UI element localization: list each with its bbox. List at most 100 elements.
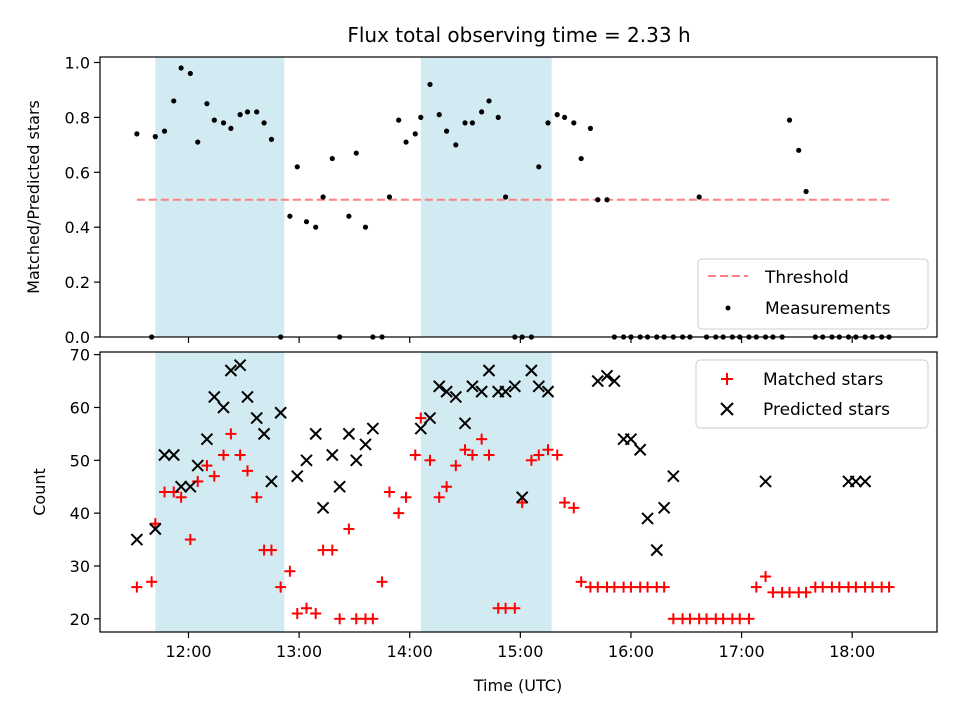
measurement-point bbox=[696, 194, 702, 200]
measurement-point bbox=[502, 194, 509, 200]
predicted-star-point bbox=[650, 543, 663, 557]
predicted-star-point bbox=[241, 390, 254, 404]
legend-threshold-label: Threshold bbox=[764, 268, 849, 288]
matched-star-point bbox=[367, 613, 379, 625]
predicted-star-point bbox=[191, 459, 204, 472]
shade-span-2 bbox=[420, 57, 552, 337]
matched-star-point bbox=[734, 613, 746, 625]
matched-star-point bbox=[241, 465, 253, 477]
legend-predicted-swatch bbox=[720, 402, 734, 416]
matched-star-point bbox=[866, 581, 878, 593]
predicted-star-point bbox=[350, 454, 363, 467]
predicted-star-point bbox=[326, 448, 339, 462]
predicted-star-point bbox=[525, 364, 538, 377]
measurement-point bbox=[412, 131, 418, 137]
measurement-point bbox=[353, 150, 359, 156]
measurement-point bbox=[536, 164, 542, 170]
measurement-point bbox=[346, 213, 352, 219]
matched-star-point bbox=[291, 608, 303, 620]
predicted-star-point bbox=[130, 533, 144, 546]
matched-star-point bbox=[459, 444, 471, 456]
matched-star-point bbox=[146, 576, 158, 588]
matched-star-point bbox=[817, 581, 829, 593]
legend-matched-swatch bbox=[721, 373, 733, 385]
predicted-star-point bbox=[167, 448, 180, 462]
measurement-point bbox=[228, 125, 234, 131]
predicted-star-point bbox=[624, 432, 638, 446]
measurement-point bbox=[427, 81, 433, 88]
predicted-star-point bbox=[291, 469, 304, 483]
predicted-star-point bbox=[158, 448, 171, 462]
matched-star-point bbox=[684, 613, 696, 625]
predicted-star-point bbox=[309, 427, 322, 441]
predicted-star-point bbox=[200, 432, 214, 446]
matched-star-point bbox=[409, 449, 421, 461]
matched-star-point bbox=[317, 544, 329, 556]
predicted-star-point bbox=[423, 411, 437, 425]
matched-star-point bbox=[350, 613, 362, 625]
ratio-panel: 0.0 0.2 0.4 0.6 0.8 1.0 Matched/Predicted sta… bbox=[24, 53, 938, 347]
predicted-star-point bbox=[149, 522, 162, 536]
measurement-point bbox=[320, 194, 326, 200]
matched-star-point bbox=[159, 486, 171, 498]
y-tick-label: 20 bbox=[70, 610, 90, 629]
predicted-star-point bbox=[608, 374, 621, 388]
matched-star-point bbox=[424, 454, 436, 466]
matched-star-point bbox=[767, 586, 779, 598]
matched-star-point bbox=[850, 581, 862, 593]
matched-star-point bbox=[760, 571, 772, 583]
bottom-legend: Matched stars Predicted stars bbox=[695, 359, 929, 429]
matched-star-point bbox=[415, 412, 427, 424]
predicted-star-point bbox=[591, 374, 604, 388]
predicted-star-point bbox=[466, 380, 479, 393]
matched-star-point bbox=[175, 491, 187, 503]
measurement-point bbox=[134, 131, 140, 137]
matched-star-point bbox=[218, 449, 230, 461]
measurement-point bbox=[469, 120, 476, 126]
y-tick-label: 40 bbox=[70, 504, 90, 523]
matched-star-point bbox=[743, 613, 755, 625]
measurement-point bbox=[403, 139, 409, 145]
matched-star-point bbox=[717, 613, 729, 625]
top-y-ticks: 0.0 0.2 0.4 0.6 0.8 1.0 bbox=[65, 53, 100, 347]
measurement-point bbox=[313, 224, 319, 230]
predicted-stars-points bbox=[130, 359, 872, 557]
x-tick-label: 16:00 bbox=[608, 642, 654, 661]
predicted-star-point bbox=[217, 401, 230, 414]
top-y-axis-label: Matched/Predicted stars bbox=[24, 100, 43, 294]
matched-star-point bbox=[525, 454, 537, 466]
predicted-star-point bbox=[208, 390, 221, 404]
matched-star-point bbox=[658, 581, 670, 593]
measurement-point bbox=[211, 117, 217, 123]
matched-star-point bbox=[483, 449, 495, 461]
y-tick-label: 70 bbox=[70, 346, 90, 365]
measurement-point bbox=[294, 164, 300, 170]
measurement-point bbox=[578, 155, 584, 162]
top-axes-frame bbox=[99, 56, 938, 338]
bottom-y-ticks: 20 30 40 50 60 70 bbox=[70, 346, 100, 629]
y-tick-label: 60 bbox=[70, 398, 90, 417]
matched-star-point bbox=[275, 581, 287, 593]
matched-star-point bbox=[592, 581, 604, 593]
predicted-star-point bbox=[499, 385, 512, 398]
matched-star-point bbox=[466, 449, 478, 461]
matched-star-point bbox=[441, 481, 453, 493]
observing-window-shades bbox=[155, 57, 552, 337]
measurement-point bbox=[571, 120, 577, 126]
shade-span-2 bbox=[420, 352, 552, 632]
matched-star-point bbox=[608, 581, 620, 593]
matched-star-point bbox=[383, 486, 395, 498]
bottom-y-axis-label: Count bbox=[30, 468, 49, 516]
matched-star-point bbox=[131, 581, 143, 593]
matched-star-point bbox=[575, 576, 587, 588]
predicted-star-point bbox=[849, 475, 863, 488]
matched-star-point bbox=[542, 444, 554, 456]
predicted-star-point bbox=[414, 422, 427, 435]
measurement-point bbox=[561, 114, 568, 120]
top-x-ticks bbox=[187, 337, 853, 343]
matched-star-point bbox=[326, 544, 338, 556]
measurement-point bbox=[152, 134, 158, 140]
predicted-star-point bbox=[224, 364, 238, 377]
predicted-star-point bbox=[184, 480, 197, 493]
predicted-star-point bbox=[257, 427, 271, 441]
